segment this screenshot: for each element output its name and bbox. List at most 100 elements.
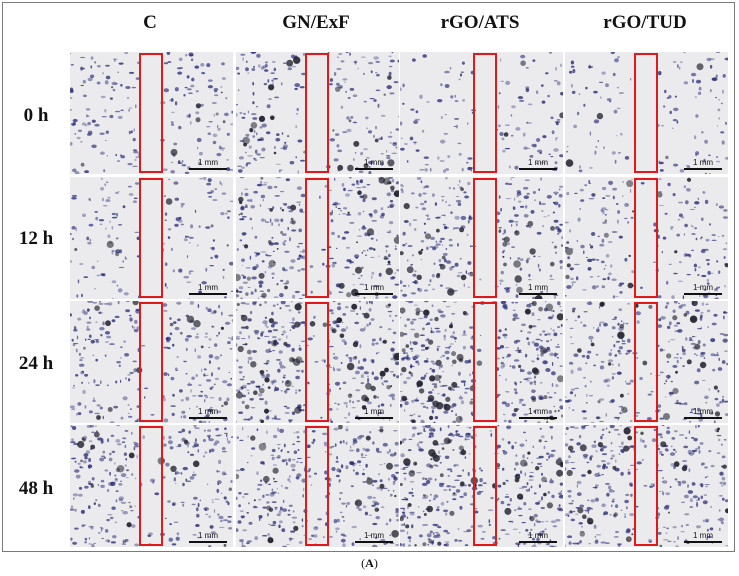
wound-gap-marker bbox=[634, 426, 658, 546]
wound-gap-marker bbox=[305, 302, 329, 422]
micrograph-c-24h: 1 mm bbox=[70, 301, 233, 423]
wound-gap-marker bbox=[305, 178, 329, 298]
scale-bar-line bbox=[684, 417, 722, 419]
row-header-12h: 12 h bbox=[18, 228, 54, 249]
scale-bar-label: 1 mm bbox=[528, 158, 548, 167]
scale-bar: 1 mm bbox=[684, 407, 722, 419]
scale-bar-label: 1 mm bbox=[693, 531, 713, 540]
micrograph-texture bbox=[70, 52, 233, 174]
micrograph-rgo-ats-24h: 1 mm bbox=[400, 301, 563, 423]
wound-gap-marker bbox=[634, 302, 658, 422]
scale-bar-label: 1 mm bbox=[198, 407, 218, 416]
scale-bar-line bbox=[355, 417, 393, 419]
scale-bar: 1 mm bbox=[519, 407, 557, 419]
micrograph-rgo-tud-48h: 1 mm bbox=[565, 425, 728, 547]
scale-bar-label: 1 mm bbox=[198, 158, 218, 167]
scale-bar-line bbox=[355, 168, 393, 170]
wound-gap-marker bbox=[305, 53, 329, 173]
scale-bar: 1 mm bbox=[355, 283, 393, 295]
scale-bar-label: 1 mm bbox=[528, 407, 548, 416]
row-header-24h: 24 h bbox=[18, 353, 54, 374]
micrograph-texture bbox=[565, 177, 728, 299]
wound-gap-marker bbox=[305, 426, 329, 546]
micrograph-rgo-ats-12h: 1 mm bbox=[400, 177, 563, 299]
scale-bar: 1 mm bbox=[355, 531, 393, 543]
scale-bar-line bbox=[519, 168, 557, 170]
figure-label: (A) bbox=[361, 556, 378, 570]
scale-bar-line bbox=[355, 541, 393, 543]
scale-bar-label: 1 mm bbox=[364, 283, 384, 292]
scale-bar: 1 mm bbox=[684, 283, 722, 295]
scale-bar-label: 1 mm bbox=[364, 158, 384, 167]
scale-bar: 1 mm bbox=[189, 283, 227, 295]
figure-frame bbox=[2, 2, 735, 552]
wound-gap-marker bbox=[139, 426, 163, 546]
column-header-c: C bbox=[143, 12, 157, 33]
micrograph-rgo-ats-48h: 1 mm bbox=[400, 425, 563, 547]
scale-bar: 1 mm bbox=[189, 158, 227, 170]
micrograph-texture bbox=[400, 52, 563, 174]
scale-bar-label: 1 mm bbox=[693, 158, 713, 167]
column-header-rgo-tud: rGO/TUD bbox=[603, 12, 687, 33]
micrograph-texture bbox=[565, 301, 728, 423]
row-header-0h: 0 h bbox=[23, 105, 49, 126]
scale-bar-line bbox=[519, 293, 557, 295]
scale-bar-label: 1 mm bbox=[693, 407, 713, 416]
scale-bar: 1 mm bbox=[519, 531, 557, 543]
micrograph-texture bbox=[400, 301, 563, 423]
micrograph-texture bbox=[70, 425, 233, 547]
scale-bar-label: 1 mm bbox=[693, 283, 713, 292]
wound-gap-marker bbox=[473, 302, 497, 422]
micrograph-gn-exf-24h: 1 mm bbox=[236, 301, 399, 423]
micrograph-texture bbox=[70, 301, 233, 423]
row-header-48h: 48 h bbox=[18, 478, 54, 499]
micrograph-c-0h: 1 mm bbox=[70, 52, 233, 174]
micrograph-rgo-tud-0h: 1 mm bbox=[565, 52, 728, 174]
scale-bar-line bbox=[189, 168, 227, 170]
micrograph-rgo-ats-0h: 1 mm bbox=[400, 52, 563, 174]
scale-bar: 1 mm bbox=[355, 158, 393, 170]
micrograph-gn-exf-12h: 1 mm bbox=[236, 177, 399, 299]
scale-bar: 1 mm bbox=[519, 283, 557, 295]
micrograph-texture bbox=[400, 425, 563, 547]
scale-bar-line bbox=[189, 541, 227, 543]
micrograph-gn-exf-48h: 1 mm bbox=[236, 425, 399, 547]
micrograph-c-12h: 1 mm bbox=[70, 177, 233, 299]
scale-bar-line bbox=[519, 541, 557, 543]
scale-bar-label: 1 mm bbox=[364, 531, 384, 540]
micrograph-texture bbox=[70, 177, 233, 299]
scale-bar-line bbox=[684, 293, 722, 295]
scale-bar-line bbox=[684, 168, 722, 170]
micrograph-texture bbox=[565, 52, 728, 174]
micrograph-texture bbox=[236, 301, 399, 423]
scale-bar-label: 1 mm bbox=[528, 531, 548, 540]
scale-bar: 1 mm bbox=[684, 158, 722, 170]
wound-gap-marker bbox=[139, 53, 163, 173]
wound-gap-marker bbox=[634, 53, 658, 173]
scale-bar: 1 mm bbox=[189, 407, 227, 419]
scale-bar-label: 1 mm bbox=[364, 407, 384, 416]
micrograph-texture bbox=[565, 425, 728, 547]
scale-bar-label: 1 mm bbox=[198, 283, 218, 292]
micrograph-texture bbox=[236, 52, 399, 174]
scale-bar: 1 mm bbox=[355, 407, 393, 419]
micrograph-c-48h: 1 mm bbox=[70, 425, 233, 547]
scale-bar: 1 mm bbox=[684, 531, 722, 543]
wound-gap-marker bbox=[473, 178, 497, 298]
scale-bar-line bbox=[684, 541, 722, 543]
scale-bar: 1 mm bbox=[189, 531, 227, 543]
micrograph-rgo-tud-12h: 1 mm bbox=[565, 177, 728, 299]
column-header-rgo-ats: rGO/ATS bbox=[440, 12, 520, 33]
scale-bar: 1 mm bbox=[519, 158, 557, 170]
scale-bar-line bbox=[189, 293, 227, 295]
scale-bar-line bbox=[519, 417, 557, 419]
scale-bar-label: 1 mm bbox=[198, 531, 218, 540]
wound-gap-marker bbox=[473, 53, 497, 173]
micrograph-gn-exf-0h: 1 mm bbox=[236, 52, 399, 174]
column-header-gn-exf: GN/ExF bbox=[282, 12, 350, 33]
micrograph-texture bbox=[236, 177, 399, 299]
scale-bar-label: 1 mm bbox=[528, 283, 548, 292]
micrograph-texture bbox=[400, 177, 563, 299]
wound-gap-marker bbox=[473, 426, 497, 546]
scale-bar-line bbox=[189, 417, 227, 419]
